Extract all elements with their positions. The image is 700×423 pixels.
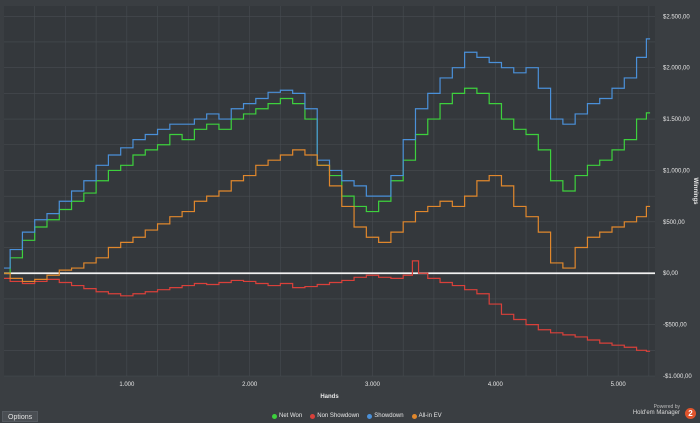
x-tick-label: 2.000 [242, 382, 258, 388]
x-tick-label: 1.000 [119, 382, 135, 388]
x-tick-label: 5.000 [611, 382, 627, 388]
powered-by: Powered by Hold'em Manager [633, 404, 680, 416]
y-tick-label: -$500,00 [663, 323, 687, 329]
legend-label: Showdown [374, 413, 404, 419]
legend-marker-icon [367, 413, 373, 419]
y-tick-label: $500,00 [663, 220, 685, 226]
legend-label: All-in EV [418, 413, 442, 419]
brand-name: Hold'em Manager [632, 410, 680, 416]
holdem-manager-logo-icon: 2 [685, 408, 696, 419]
powered-by-label: Powered by [653, 404, 680, 410]
y-tick-label: -$1.000,00 [663, 374, 692, 380]
legend-label: Non Showdown [317, 413, 360, 419]
y-axis-ticks: $2.500,00 $2.000,00 $1.500,00 $1.000,00 $500… [663, 14, 692, 380]
y-tick-label: $1.000,00 [663, 168, 690, 174]
plot-area [4, 6, 655, 376]
legend-label: Net Won [279, 413, 303, 419]
y-axis-label: Winnings [692, 178, 698, 206]
series-line-non-showdown [4, 260, 651, 352]
x-axis-label: Hands [320, 394, 339, 400]
legend-marker-icon [411, 413, 417, 419]
y-tick-label: $2.000,00 [663, 66, 690, 72]
x-axis-ticks: 1.000 2.000 3.000 4.000 5.000 [119, 382, 626, 388]
y-tick-label: $2.500,00 [663, 14, 690, 20]
legend-item-showdown[interactable]: Showdown [367, 413, 404, 419]
legend-marker-icon [272, 413, 277, 419]
x-tick-label: 3.000 [365, 382, 381, 388]
legend-item-non-showdown[interactable]: Non Showdown [310, 413, 359, 419]
series-line-all-in-ev [4, 149, 651, 283]
legend-marker-icon [310, 413, 316, 419]
y-tick-label: $1.500,00 [663, 117, 690, 123]
y-tick-label: $0,00 [663, 271, 679, 277]
options-button[interactable]: Options [2, 411, 39, 422]
legend-item-all-in-ev[interactable]: All-in EV [411, 413, 442, 419]
series-lines [4, 38, 651, 352]
x-tick-label: 4.000 [488, 382, 504, 388]
chart-legend: Net Won Non Showdown Showdown All-in EV [272, 413, 442, 419]
legend-item-net-won[interactable]: Net Won [272, 413, 302, 419]
